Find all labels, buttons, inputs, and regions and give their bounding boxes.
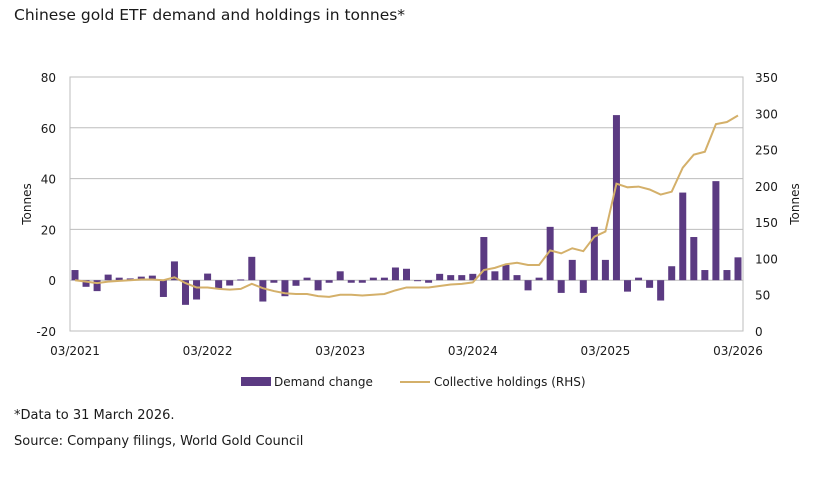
bar xyxy=(137,276,145,281)
x-tick-label: 03/2021 xyxy=(50,344,100,358)
y-tick-label: 20 xyxy=(41,223,56,237)
bar xyxy=(82,280,90,287)
x-tick-label: 03/2025 xyxy=(580,344,630,358)
y2-tick-label: 350 xyxy=(755,71,778,85)
bar xyxy=(182,280,189,305)
bar xyxy=(557,280,565,293)
bar xyxy=(712,181,720,281)
chart-svg: -20 0 20 40 60 80 0 50 100 150 200 250 300 350 Tonnes T… xyxy=(20,71,802,389)
bar xyxy=(546,226,554,281)
bar xyxy=(447,275,455,281)
bar xyxy=(524,280,532,291)
bar xyxy=(646,280,654,288)
bar xyxy=(425,280,433,283)
plot-frame xyxy=(69,76,744,332)
y-axis-label: Tonnes xyxy=(20,183,34,225)
bar xyxy=(369,277,377,281)
x-tick-label: 03/2022 xyxy=(183,344,233,358)
bar xyxy=(601,259,609,281)
bar xyxy=(723,270,731,281)
y2-tick-label: 250 xyxy=(755,144,778,158)
bar xyxy=(71,270,79,281)
bar xyxy=(491,271,499,281)
bar xyxy=(237,279,245,281)
bar xyxy=(458,275,466,281)
y-tick-label: 60 xyxy=(41,122,56,136)
y-tick-label: -20 xyxy=(36,325,56,339)
bar xyxy=(292,280,300,286)
bar xyxy=(612,115,620,281)
bar xyxy=(314,280,322,291)
bar xyxy=(403,268,410,281)
bar xyxy=(93,280,101,292)
bar xyxy=(215,280,223,289)
bar xyxy=(535,277,543,281)
chart-title: Chinese gold ETF demand and holdings in … xyxy=(14,6,406,24)
bar xyxy=(358,280,366,283)
x-tick-label: 03/2024 xyxy=(448,344,498,358)
bar xyxy=(148,275,156,281)
y-tick-label: 0 xyxy=(48,274,56,288)
legend-label: Collective holdings (RHS) xyxy=(434,375,586,389)
bar xyxy=(480,237,488,281)
bar xyxy=(469,273,477,281)
y2-axis-label: Tonnes xyxy=(788,183,802,225)
bar xyxy=(701,270,709,281)
y2-tick-label: 300 xyxy=(755,107,778,121)
bar xyxy=(380,277,388,281)
bar xyxy=(624,280,631,292)
bar xyxy=(734,257,742,281)
bar xyxy=(259,280,267,302)
bar xyxy=(193,280,201,300)
bar xyxy=(668,266,676,281)
bar xyxy=(513,275,521,281)
bar xyxy=(170,261,178,281)
bar xyxy=(590,226,598,281)
bar xyxy=(568,259,576,281)
bar xyxy=(303,277,311,281)
y2-tick-label: 200 xyxy=(755,180,778,194)
bar xyxy=(336,271,344,281)
bar xyxy=(270,280,278,283)
bar xyxy=(104,274,112,281)
bar xyxy=(414,280,422,282)
y2-tick-label: 0 xyxy=(755,325,763,339)
bar xyxy=(391,267,399,281)
legend-label: Demand change xyxy=(274,375,373,389)
x-tick-label: 03/2023 xyxy=(315,344,365,358)
bar xyxy=(248,256,256,281)
source-note: Source: Company filings, World Gold Coun… xyxy=(14,434,304,449)
x-tick-label: 03/2026 xyxy=(713,344,763,358)
holdings-line xyxy=(74,114,739,298)
bar xyxy=(690,237,698,281)
bar xyxy=(347,280,355,283)
bar xyxy=(159,280,167,297)
y-tick-label: 40 xyxy=(41,173,56,187)
legend-bar-swatch xyxy=(241,377,271,386)
y2-tick-label: 150 xyxy=(755,216,778,230)
bar xyxy=(657,280,665,301)
footnote: *Data to 31 March 2026. xyxy=(14,408,175,423)
y2-tick-label: 50 xyxy=(755,289,770,303)
bar xyxy=(325,280,333,283)
y-tick-label: 80 xyxy=(41,71,56,85)
bar xyxy=(204,273,212,281)
bar xyxy=(502,264,510,281)
bar xyxy=(679,192,687,281)
bar xyxy=(226,280,234,286)
y2-tick-label: 100 xyxy=(755,252,778,266)
bar xyxy=(281,280,289,297)
bar xyxy=(115,277,123,281)
bar xyxy=(579,280,587,293)
bar xyxy=(436,273,444,281)
bar xyxy=(635,277,643,281)
